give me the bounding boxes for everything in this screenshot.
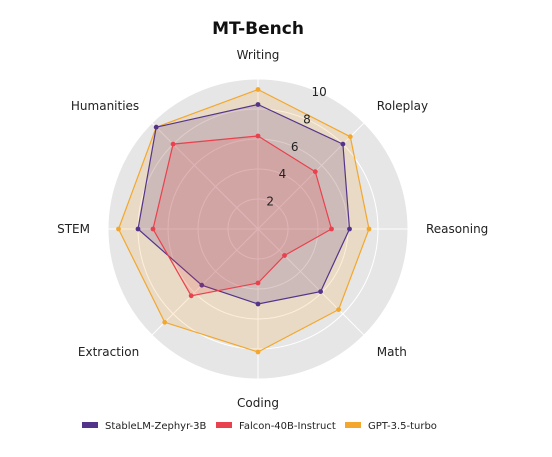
grid-spoke xyxy=(151,122,259,230)
axis-label-stem: STEM xyxy=(57,222,90,236)
legend-swatch xyxy=(216,422,232,428)
tick-label: 2 xyxy=(266,195,274,209)
grid-spoke xyxy=(151,228,259,336)
axis-labels: Writing Roleplay Reasoning Math Coding Extrac… xyxy=(57,48,488,410)
data-point xyxy=(255,102,261,107)
data-point xyxy=(329,226,334,232)
tick-label: 8 xyxy=(303,112,311,126)
data-point xyxy=(162,319,168,325)
axis-label-humanities: Humanities xyxy=(71,99,139,113)
series-layer xyxy=(116,87,372,355)
legend-swatch xyxy=(82,422,98,428)
legend-label: StableLM-Zephyr-3B xyxy=(105,421,207,432)
legend-item: StableLM-Zephyr-3B xyxy=(82,421,207,432)
series-falcon-40b-instruct xyxy=(150,133,334,299)
tick-label: 4 xyxy=(279,167,287,181)
data-point xyxy=(153,124,159,130)
data-point xyxy=(255,87,261,92)
data-point xyxy=(282,253,287,258)
data-point xyxy=(340,141,346,147)
data-point xyxy=(347,134,353,140)
data-point xyxy=(318,289,323,294)
axis-label-roleplay: Roleplay xyxy=(377,99,428,113)
series-stablelm-zephyr-3b xyxy=(135,102,352,307)
data-point xyxy=(255,301,261,307)
series-gpt-3-5-turbo xyxy=(116,87,372,355)
data-point xyxy=(170,141,176,147)
axis-label-extraction: Extraction xyxy=(78,345,139,359)
data-point xyxy=(135,226,141,232)
legend-item: Falcon-40B-Instruct xyxy=(216,421,336,432)
data-point xyxy=(150,226,156,232)
tick-label: 10 xyxy=(312,85,327,99)
legend-swatch xyxy=(345,422,361,428)
data-point xyxy=(255,349,261,355)
axis-label-writing: Writing xyxy=(237,48,280,62)
data-point xyxy=(312,169,318,175)
axis-label-math: Math xyxy=(377,345,407,359)
data-point xyxy=(255,280,261,286)
data-point xyxy=(347,226,352,232)
legend-label: Falcon-40B-Instruct xyxy=(239,421,336,432)
grid-spoke xyxy=(257,228,365,336)
tick-label: 6 xyxy=(291,140,299,154)
grid-spoke xyxy=(257,122,365,230)
data-point xyxy=(336,307,341,312)
data-point xyxy=(199,282,205,288)
axis-label-reasoning: Reasoning xyxy=(426,222,488,236)
axis-label-coding: Coding xyxy=(237,396,279,410)
data-point xyxy=(366,226,372,232)
chart-title: MT-Bench xyxy=(212,19,304,39)
legend: StableLM-Zephyr-3B Falcon-40B-Instruct GPT… xyxy=(82,421,437,432)
data-point xyxy=(116,226,121,232)
data-point xyxy=(188,293,194,299)
data-point xyxy=(255,133,261,139)
legend-label: GPT-3.5-turbo xyxy=(368,421,437,432)
legend-item: GPT-3.5-turbo xyxy=(345,421,437,432)
